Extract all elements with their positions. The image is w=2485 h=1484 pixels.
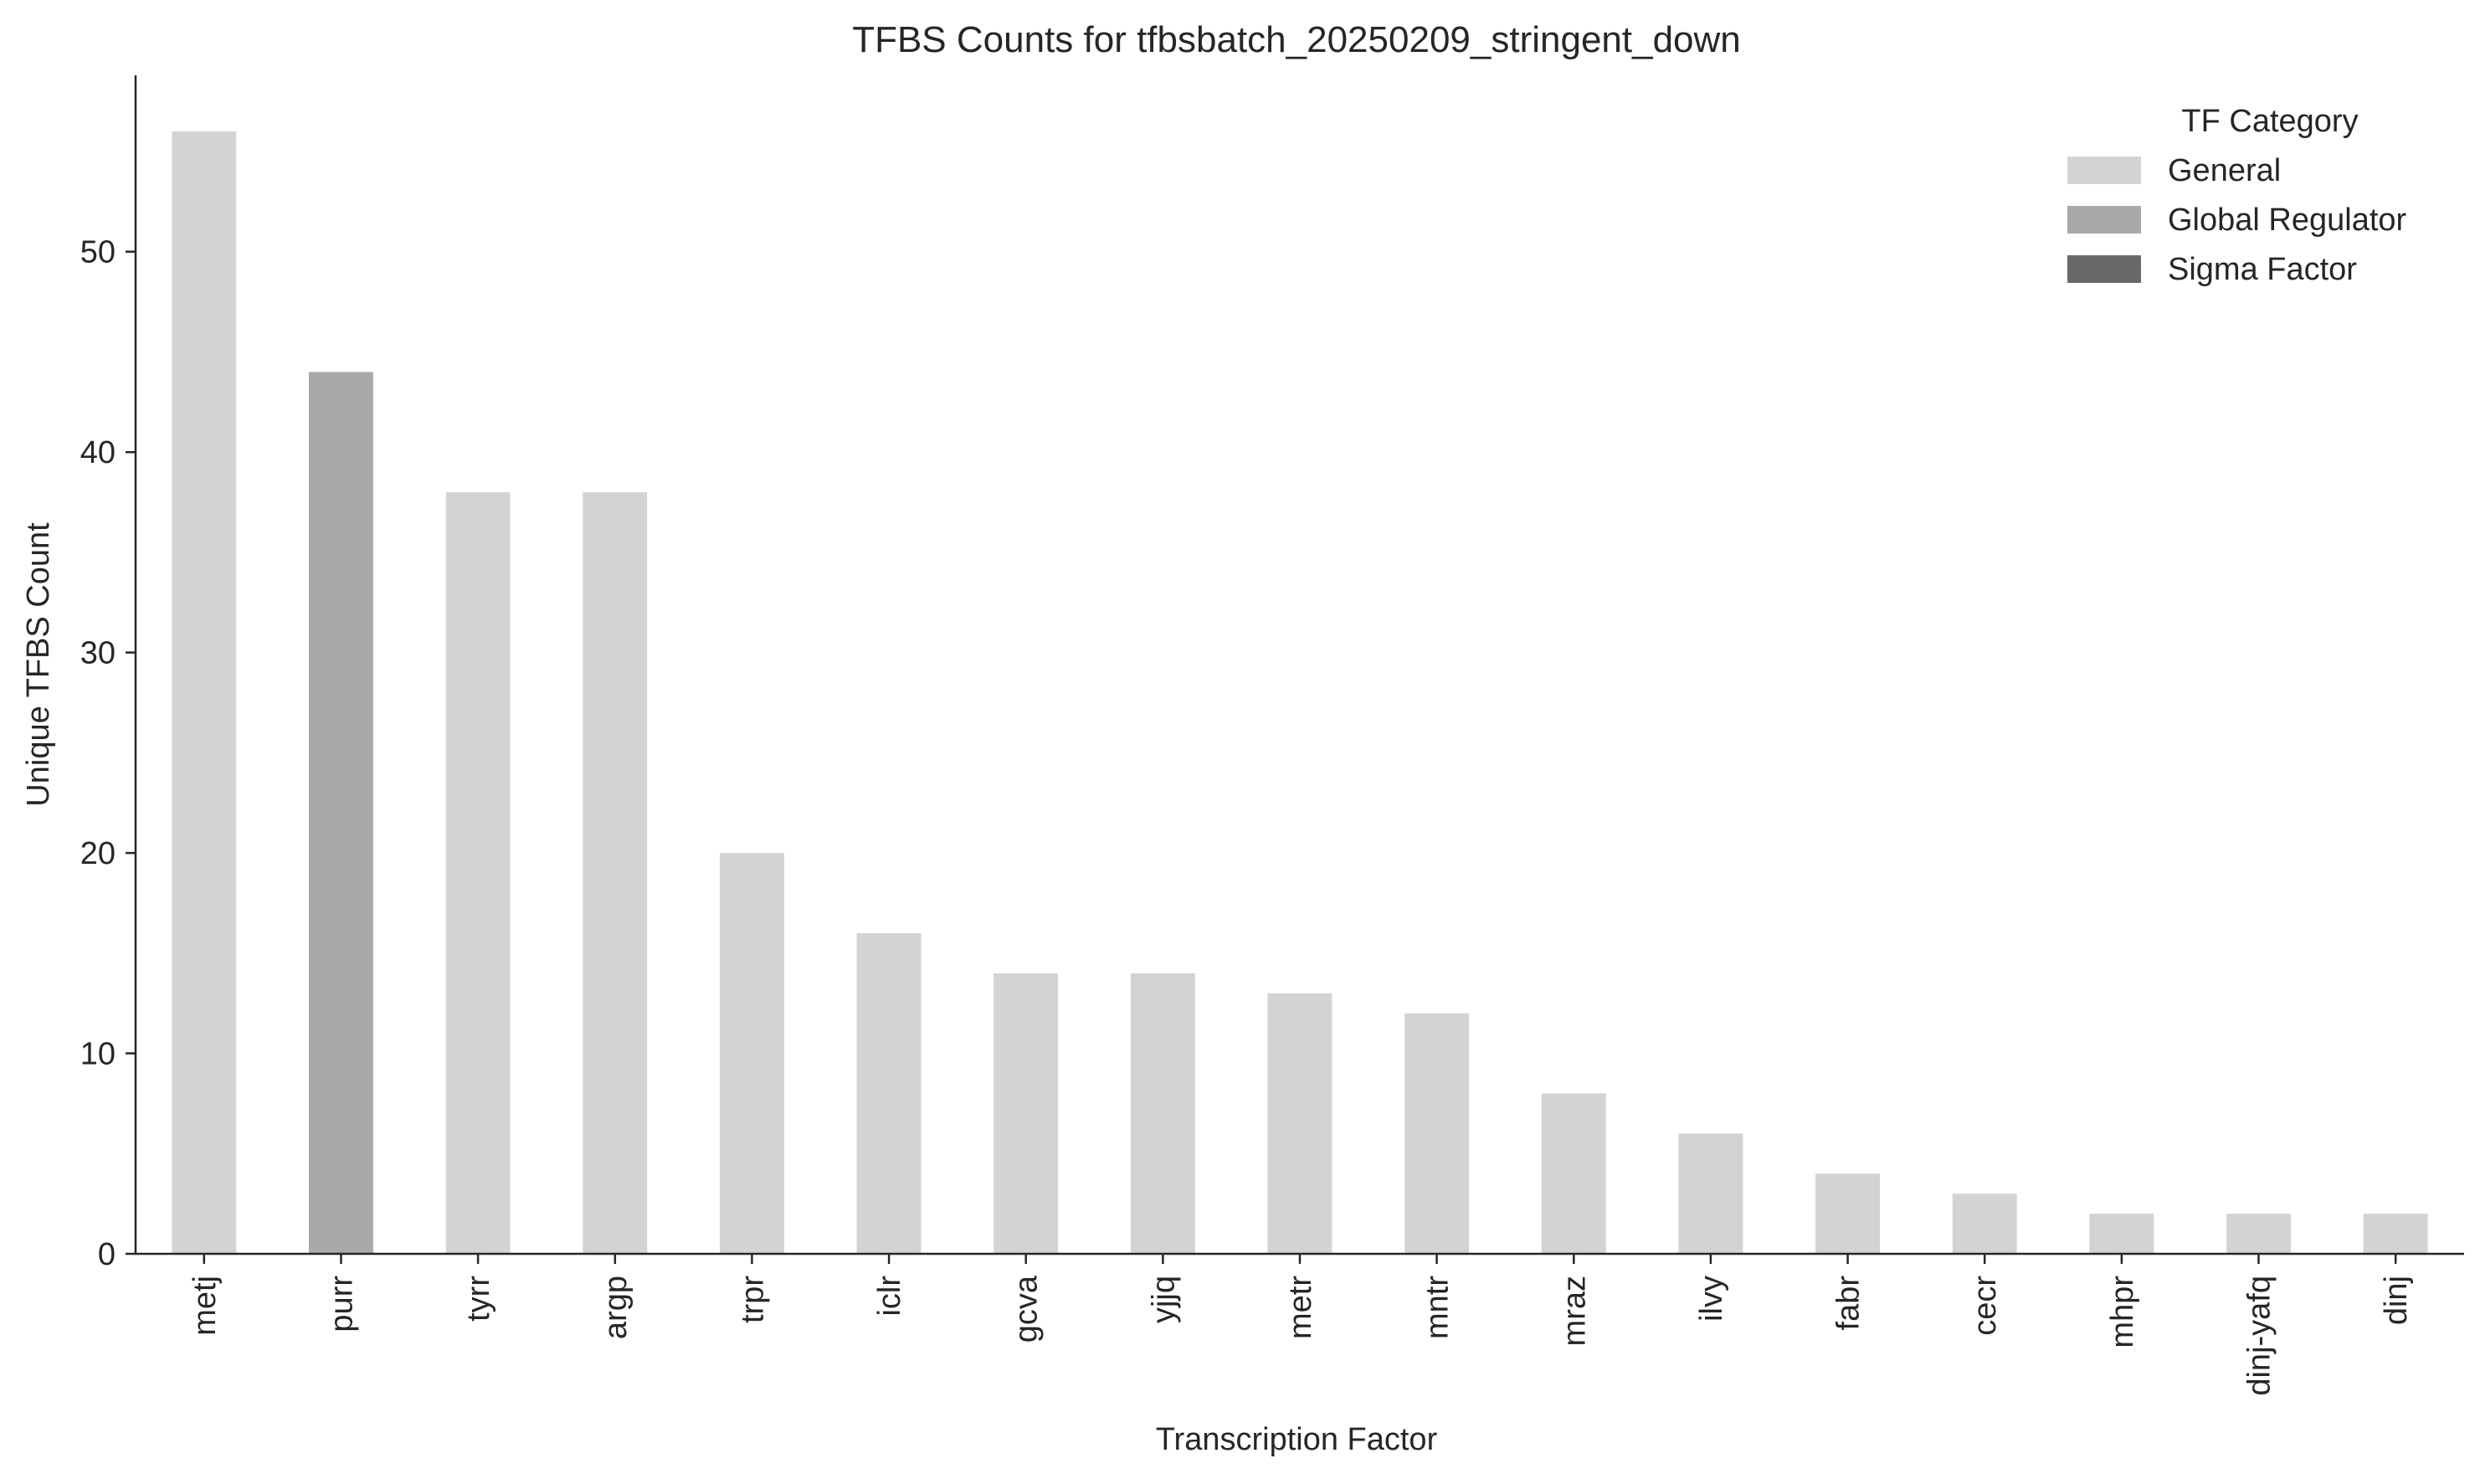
y-tick-labels: 0 10 20 30 40 50: [80, 235, 136, 1272]
bar-fabr: [1815, 1173, 1880, 1254]
x-tick-label: iclr: [872, 1276, 907, 1317]
bar-trpr: [720, 853, 784, 1254]
bar-ilvy: [1678, 1133, 1743, 1254]
bar-iclr: [856, 932, 922, 1254]
legend-label: Sigma Factor: [2168, 252, 2357, 287]
bar-dinj: [2363, 1214, 2428, 1254]
x-tick-label: argp: [598, 1276, 634, 1339]
x-tick-label: ilvy: [1694, 1276, 1729, 1322]
bar-dinj-yafq: [2226, 1214, 2291, 1254]
bar-argp: [583, 492, 648, 1254]
y-tick-label: 30: [80, 636, 116, 671]
legend-label: General: [2168, 153, 2281, 188]
y-tick-label: 0: [98, 1237, 116, 1272]
legend-swatch: [2067, 206, 2141, 234]
x-tick-label: yjjq: [1146, 1276, 1181, 1323]
x-tick-label: purr: [325, 1276, 360, 1333]
x-tick-label: metr: [1283, 1276, 1318, 1339]
y-axis-label: Unique TFBS Count: [21, 522, 56, 807]
x-tick-label: metj: [187, 1276, 223, 1336]
chart-title: TFBS Counts for tfbsbatch_20250209_strin…: [852, 19, 1741, 60]
x-tick-labels: metj purr tyrr argp trpr iclr gcva yjjq metr mntr…: [187, 1254, 2414, 1396]
y-tick-label: 20: [80, 836, 116, 871]
legend-label: Global Regulator: [2168, 203, 2407, 238]
bar-mntr: [1404, 1013, 1470, 1254]
bar-mhpr: [2089, 1214, 2154, 1254]
x-tick-label: mhpr: [2105, 1276, 2140, 1348]
x-tick-label: dinj-yafq: [2242, 1276, 2277, 1396]
x-tick-label: gcva: [1009, 1275, 1045, 1343]
x-tick-label: trpr: [735, 1276, 770, 1323]
bar-purr: [309, 372, 373, 1254]
y-tick-label: 40: [80, 435, 116, 470]
legend-swatch: [2067, 255, 2141, 283]
x-tick-label: dinj: [2379, 1276, 2414, 1325]
bars-group: [172, 131, 2428, 1254]
x-tick-label: mraz: [1557, 1276, 1592, 1346]
x-tick-label: cecr: [1968, 1276, 2003, 1336]
bar-tyrr: [445, 492, 511, 1254]
bar-metr: [1267, 993, 1332, 1254]
bar-cecr: [1952, 1194, 2017, 1254]
x-tick-label: mntr: [1420, 1276, 1456, 1339]
legend: TF Category General Global Regulator Sigma…: [2067, 104, 2407, 287]
bar-mraz: [1541, 1093, 1606, 1254]
x-tick-label: fabr: [1831, 1276, 1866, 1331]
x-axis-label: Transcription Factor: [1156, 1422, 1438, 1457]
legend-title: TF Category: [2181, 104, 2358, 139]
y-tick-label: 50: [80, 235, 116, 270]
legend-entries: General Global Regulator Sigma Factor: [2067, 153, 2407, 287]
x-tick-label: tyrr: [461, 1276, 496, 1322]
bar-gcva: [993, 973, 1059, 1254]
y-tick-label: 10: [80, 1037, 116, 1072]
legend-swatch: [2067, 157, 2141, 184]
bar-yjjq: [1130, 973, 1195, 1254]
bar-metj: [172, 131, 237, 1254]
